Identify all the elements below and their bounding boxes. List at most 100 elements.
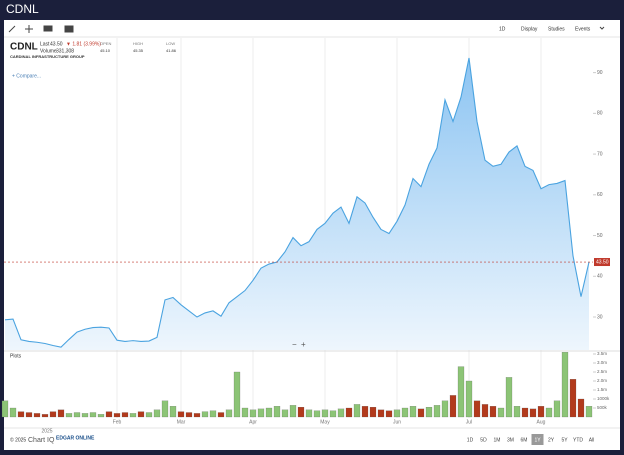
volume-bar [337,408,345,418]
volume-bar [497,407,505,418]
y-tick-label: 60 [597,192,603,198]
stat-label: LOW [166,41,175,46]
draw-tool[interactable] [8,25,16,33]
stat-value: 45.35 [133,48,144,53]
volume-bar [409,406,417,418]
range-button[interactable]: 1Y [534,437,541,443]
volume-y-tick-label: 1.5m [597,387,607,392]
volume-bar [17,411,25,418]
volume-bar [393,409,401,418]
volume-bar [33,413,41,418]
volume-bar [433,405,441,418]
volume-bar [505,377,513,418]
volume-bar [353,404,361,418]
zoom-out[interactable]: − [292,340,297,349]
volume-bar [273,406,281,418]
y-tick-label: 30 [597,314,603,320]
volume-bar [89,412,97,418]
chart-type[interactable] [43,25,53,32]
volume-bar [329,410,337,418]
volume-bar [161,400,169,418]
crosshair-tool[interactable] [25,25,33,33]
volume-bar [537,406,545,418]
volume-bar [1,400,9,418]
volume-bar [585,406,593,418]
volume-y-tick-label: 3.0m [597,360,607,365]
volume-bar [473,400,481,418]
y-tick-label: 80 [597,111,603,117]
volume-bar [545,407,553,418]
volume-bar [129,413,137,418]
last-label: Last [40,41,50,47]
range-button[interactable]: 5D [480,437,487,443]
toolbar-menu[interactable]: Studies [548,26,565,32]
volume-bar [345,407,353,418]
volume-bar [489,406,497,418]
range-button[interactable]: 3M [507,437,514,443]
volume-bar [209,410,217,418]
y-tick-label: 90 [597,70,603,76]
volume-bar [449,395,457,418]
price-change: ▼ 1.81 (3.99%) [66,41,101,47]
toolbar-menu[interactable]: Display [521,26,538,32]
company-name: CARDINAL INFRASTRUCTURE GROUP [10,54,85,59]
volume-bar [193,413,201,418]
x-tick-label: May [320,419,330,425]
volume-bar [249,409,257,418]
copyright: © 2025 [10,436,26,443]
zoom-in[interactable]: + [301,340,306,349]
volume-bar [417,408,425,418]
volume-bar [377,409,385,418]
compare-button[interactable]: + Compare... [12,73,41,79]
last-price-box [594,258,610,267]
volume-bar [73,412,81,418]
range-button[interactable]: YTD [573,437,583,443]
volume-bar [457,366,465,418]
volume-bar [313,410,321,418]
range-button[interactable]: 2Y [548,437,555,443]
volume-bar [465,380,473,418]
x-tick-label: Jun [393,419,401,425]
volume-bar [225,409,233,418]
volume-bar [145,412,153,418]
volume-y-tick-label: 3.5m [597,351,607,356]
volume-bar [81,413,89,418]
range-button[interactable]: 1M [494,437,501,443]
volume-bar [113,413,121,418]
volume-bar [481,404,489,418]
volume-bar [153,409,161,418]
stat-value: 41.86 [166,48,177,53]
year-label: 2025 [41,428,52,434]
volume-bar [321,409,329,418]
volume-bar [265,407,273,418]
y-tick-label: 70 [597,151,603,157]
volume-bar [513,406,521,418]
volume-bar [369,406,377,418]
toolbar-menu[interactable]: Events [575,26,591,32]
range-button[interactable]: 6M [521,437,528,443]
volume-bar [561,352,569,418]
range-button[interactable]: 5Y [561,437,568,443]
toolbar [8,25,605,33]
price-line [4,57,590,348]
volume-bar [65,413,73,418]
volume-bar [137,411,145,418]
volume-bar [441,400,449,418]
stat-value: 45.10 [100,48,111,53]
volume-bar [185,412,193,418]
range-button[interactable]: All [589,437,595,443]
volume-bar [529,408,537,418]
range-button[interactable]: 1D [467,437,474,443]
volume-bar [41,414,49,418]
volume-bar [401,407,409,418]
toolbar-menu[interactable]: 1D [499,26,506,32]
quote-symbol: CDNL [10,42,38,53]
volume-bar [177,411,185,418]
fullscreen[interactable] [64,25,74,33]
settings[interactable] [599,26,605,30]
volume-label: Volume [40,48,57,54]
volume-bar [217,412,225,418]
volume-bar [57,409,65,418]
volume-bar [97,414,105,418]
